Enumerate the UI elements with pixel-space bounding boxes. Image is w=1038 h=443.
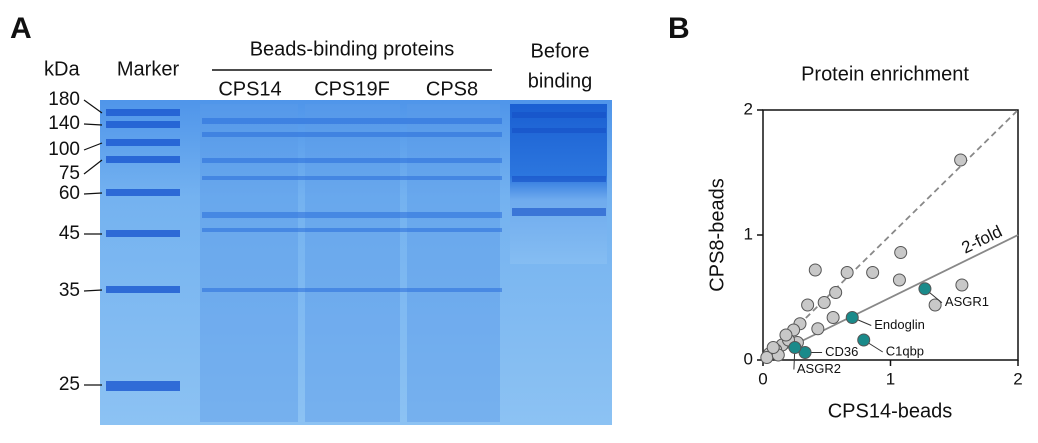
marker-pointer — [83, 289, 103, 292]
point-label: C1qbp — [886, 343, 924, 358]
before-label: Before — [531, 40, 590, 62]
data-point — [788, 341, 802, 354]
y-tick-label: 2 — [744, 99, 753, 118]
lane-label: CPS8 — [426, 78, 478, 100]
marker-band — [106, 381, 180, 391]
marker-band — [106, 286, 180, 293]
marker-size-label: 60 — [59, 183, 80, 204]
data-point — [857, 333, 871, 347]
data-point — [954, 153, 968, 167]
gel — [100, 100, 612, 425]
marker-band — [106, 121, 180, 128]
y-tick-label: 1 — [744, 224, 753, 243]
marker-size-label: 45 — [59, 223, 80, 244]
marker-band — [106, 189, 180, 196]
chart-title: Protein enrichment — [801, 63, 969, 85]
group-label: Beads-binding proteins — [250, 38, 455, 60]
point-label: ASGR1 — [945, 294, 989, 309]
data-point — [811, 322, 825, 336]
sample-bands — [202, 118, 502, 292]
lane-label: CPS14 — [218, 78, 281, 100]
marker-size-label: 100 — [48, 139, 80, 160]
marker-pointer — [83, 99, 103, 114]
point-label: ASGR2 — [797, 361, 841, 376]
data-point — [918, 282, 932, 296]
x-tick-label: 1 — [886, 369, 895, 388]
data-point — [779, 328, 793, 342]
data-point — [801, 298, 815, 312]
marker-size-label: 180 — [48, 89, 80, 110]
gel-lane — [407, 104, 500, 422]
y-axis-label: CPS8-beads — [706, 178, 728, 291]
data-point — [892, 273, 906, 287]
marker-band — [106, 230, 180, 237]
marker-pointer — [83, 192, 103, 195]
data-point — [808, 263, 822, 277]
data-point — [845, 311, 859, 324]
x-axis-label: CPS14-beads — [828, 400, 953, 422]
point-label: Endoglin — [874, 317, 925, 332]
x-tick-label: 2 — [1013, 369, 1022, 388]
unit-label: kDa — [44, 58, 80, 80]
data-point — [955, 278, 969, 292]
point-label: CD36 — [825, 344, 858, 359]
marker-band — [106, 156, 180, 163]
data-point — [766, 341, 780, 354]
marker-size-label: 140 — [48, 113, 80, 134]
data-point — [829, 286, 843, 299]
y-tick-label: 0 — [744, 349, 753, 368]
marker-size-label: 25 — [59, 374, 80, 395]
data-point — [817, 296, 831, 309]
gel-lane — [305, 104, 400, 422]
data-point — [826, 311, 840, 324]
marker-pointer — [83, 123, 103, 126]
before-bands — [512, 112, 606, 216]
marker-band — [106, 109, 180, 116]
lane-label: CPS19F — [314, 78, 390, 100]
data-point — [866, 266, 880, 279]
gel-lane — [200, 104, 298, 422]
marker-pointer — [83, 142, 103, 151]
marker-pointer — [83, 159, 103, 175]
marker-size-label: 75 — [59, 163, 80, 184]
panel-letter: B — [668, 12, 690, 45]
reference-line — [762, 234, 1019, 361]
marker-size-label: 35 — [59, 280, 80, 301]
marker-band — [106, 139, 180, 146]
before-label: binding — [528, 70, 593, 92]
x-tick-label: 0 — [758, 369, 767, 388]
data-point — [928, 298, 942, 312]
marker-label: Marker — [117, 58, 180, 80]
data-point — [798, 346, 812, 359]
data-point — [894, 246, 908, 259]
panel-letter: A — [10, 12, 32, 45]
data-point — [840, 266, 854, 279]
